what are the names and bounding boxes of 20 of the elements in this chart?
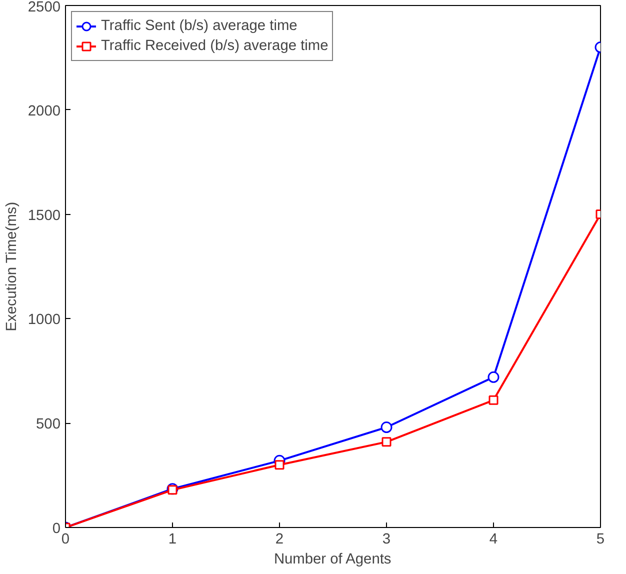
point [488, 395, 498, 405]
point [488, 371, 500, 383]
x-tick-label: 3 [382, 532, 391, 548]
point [382, 437, 392, 447]
y-tick-label: 2500 [28, 0, 61, 16]
x-tick-label: 1 [168, 532, 177, 548]
legend-label: Traffic Sent (b/s) average time [101, 18, 298, 34]
y-tick-label: 0 [52, 521, 61, 537]
legend-label: Traffic Received (b/s) average time [101, 38, 328, 54]
x-tick-label: 4 [489, 532, 498, 548]
x-tick-label: 5 [596, 532, 605, 548]
y-tick-label: 2000 [28, 103, 61, 120]
x-tick-label: 2 [275, 532, 284, 548]
y-tick-label: 1500 [28, 208, 61, 224]
point [380, 422, 392, 434]
point [274, 460, 284, 470]
y-tick-label: 1000 [28, 312, 61, 328]
y-axis-title: Execution Time(ms) [4, 202, 20, 332]
y-tick-label: 500 [36, 416, 61, 433]
x-axis-title: Number of Agents [274, 552, 392, 568]
